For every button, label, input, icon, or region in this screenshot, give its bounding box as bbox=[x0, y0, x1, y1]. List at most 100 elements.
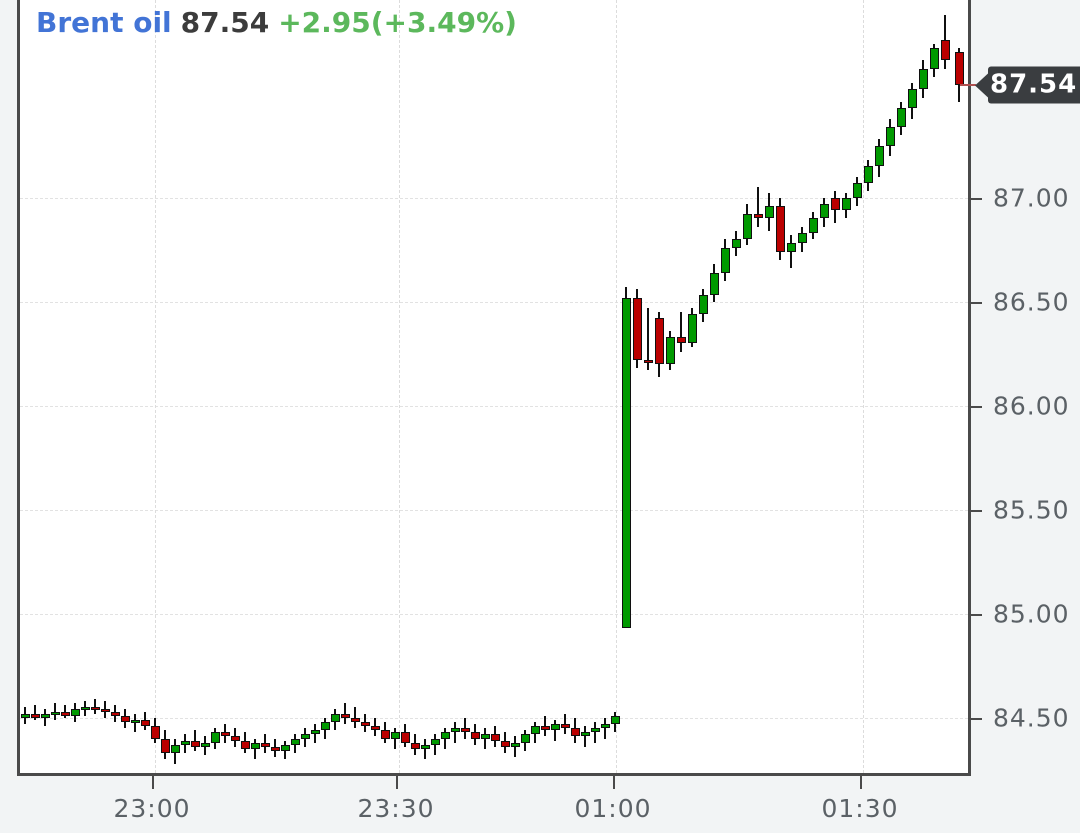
price-tick-label: 85.50 bbox=[993, 495, 1070, 525]
candle-body-up bbox=[441, 732, 450, 739]
candle-wick bbox=[680, 312, 682, 352]
price-tick-label: 84.50 bbox=[993, 703, 1070, 733]
candle-body-up bbox=[481, 734, 490, 739]
candle-body-down bbox=[571, 728, 580, 737]
price-tick-mark bbox=[971, 717, 982, 720]
chart-plot-area[interactable] bbox=[17, 0, 968, 776]
candle-body-up bbox=[431, 738, 440, 745]
candle-body-up bbox=[666, 337, 675, 365]
candle-body-up bbox=[311, 730, 320, 735]
candle-body-down bbox=[411, 742, 420, 749]
candle-body-down bbox=[271, 746, 280, 752]
time-tick-label: 01:30 bbox=[821, 794, 899, 823]
gridline-horizontal bbox=[20, 509, 968, 511]
time-tick-label: 23:30 bbox=[357, 794, 435, 823]
candle-wick bbox=[104, 701, 106, 718]
price-axis[interactable]: 87.00 86.50 86.00 85.50 85.00 84.50 bbox=[971, 0, 1080, 833]
time-tick-label: 01:00 bbox=[574, 794, 652, 823]
candle-body-down bbox=[91, 707, 100, 711]
candle-body-up bbox=[321, 721, 330, 731]
candle-body-up bbox=[886, 126, 895, 146]
candle-body-down bbox=[371, 726, 380, 731]
candle-wick bbox=[434, 734, 436, 756]
candle-wick bbox=[444, 728, 446, 749]
candle-wick bbox=[594, 721, 596, 743]
time-tick-mark bbox=[396, 776, 398, 789]
price-tag-arrow-icon bbox=[975, 73, 988, 98]
candle-body-down bbox=[501, 740, 510, 747]
gridline-horizontal bbox=[20, 197, 968, 199]
candle-body-down bbox=[151, 726, 160, 739]
candle-body-down bbox=[633, 297, 642, 360]
time-tick-mark bbox=[860, 776, 862, 789]
candle-body-down bbox=[677, 337, 686, 344]
candle-body-up bbox=[842, 197, 851, 211]
candle-body-down bbox=[161, 738, 170, 754]
candle-body-up bbox=[391, 732, 400, 739]
candle-wick bbox=[464, 717, 466, 739]
candle-body-up bbox=[897, 108, 906, 127]
candle-body-up bbox=[591, 728, 600, 733]
price-tick-mark bbox=[971, 613, 982, 616]
candle-wick bbox=[394, 728, 396, 749]
gridline-horizontal bbox=[20, 717, 968, 719]
candle-body-down bbox=[541, 726, 550, 731]
candle-body-down bbox=[831, 197, 840, 211]
candle-body-down bbox=[261, 742, 270, 747]
candle-wick bbox=[134, 713, 136, 733]
candle-body-up bbox=[721, 247, 730, 273]
price-tick-mark bbox=[971, 405, 982, 408]
candle-body-up bbox=[551, 723, 560, 731]
candle-body-up bbox=[251, 742, 260, 749]
price-tick-label: 85.00 bbox=[993, 599, 1070, 629]
candle-wick bbox=[64, 705, 66, 718]
candle-body-up bbox=[919, 68, 928, 90]
candle-body-up bbox=[21, 713, 30, 718]
candle-body-up bbox=[743, 214, 752, 240]
candle-body-down bbox=[231, 736, 240, 741]
candle-body-up bbox=[531, 726, 540, 735]
gridline-horizontal bbox=[20, 405, 968, 407]
candle-body-up bbox=[809, 218, 818, 233]
candle-body-up bbox=[611, 715, 620, 724]
last-price-value: 87.54 bbox=[988, 66, 1080, 104]
candle-body-up bbox=[81, 707, 90, 711]
candle-body-up bbox=[171, 744, 180, 754]
candle-wick bbox=[194, 730, 196, 752]
candle-body-up bbox=[622, 297, 631, 629]
candle-wick bbox=[514, 736, 516, 758]
price-tick-label: 86.50 bbox=[993, 287, 1070, 317]
price-tick-mark bbox=[971, 301, 982, 304]
candle-wick bbox=[424, 738, 426, 760]
candle-wick bbox=[54, 703, 56, 720]
candle-body-up bbox=[732, 239, 741, 248]
candle-body-down bbox=[121, 715, 130, 722]
price-tick-label: 86.00 bbox=[993, 391, 1070, 421]
candle-body-up bbox=[787, 243, 796, 252]
candle-body-down bbox=[221, 732, 230, 737]
candle-body-up bbox=[211, 732, 220, 743]
candle-body-down bbox=[61, 711, 70, 716]
header-last-price: 87.54 bbox=[180, 6, 270, 39]
chart-header: Brent oil 87.54 +2.95(+3.49%) bbox=[36, 6, 517, 39]
candle-body-up bbox=[875, 145, 884, 167]
time-axis[interactable]: 23:00 23:30 01:00 01:30 bbox=[0, 776, 971, 833]
gridline-horizontal bbox=[20, 301, 968, 303]
candle-body-down bbox=[141, 719, 150, 727]
candle-body-up bbox=[131, 719, 140, 723]
candle-body-down bbox=[941, 39, 950, 61]
price-tick-mark bbox=[971, 509, 982, 512]
candle-body-down bbox=[111, 711, 120, 716]
candle-body-up bbox=[71, 709, 80, 716]
candle-body-down bbox=[191, 740, 200, 747]
last-price-tag[interactable]: 87.54 bbox=[975, 66, 1080, 104]
candle-body-up bbox=[181, 740, 190, 745]
candle-wick bbox=[454, 721, 456, 743]
price-tick-label: 87.00 bbox=[993, 183, 1070, 213]
candle-body-up bbox=[688, 314, 697, 344]
candle-body-up bbox=[201, 742, 210, 747]
gridline-vertical bbox=[616, 0, 617, 773]
candle-body-up bbox=[820, 203, 829, 219]
candle-body-down bbox=[31, 713, 40, 718]
candle-wick bbox=[34, 705, 36, 720]
